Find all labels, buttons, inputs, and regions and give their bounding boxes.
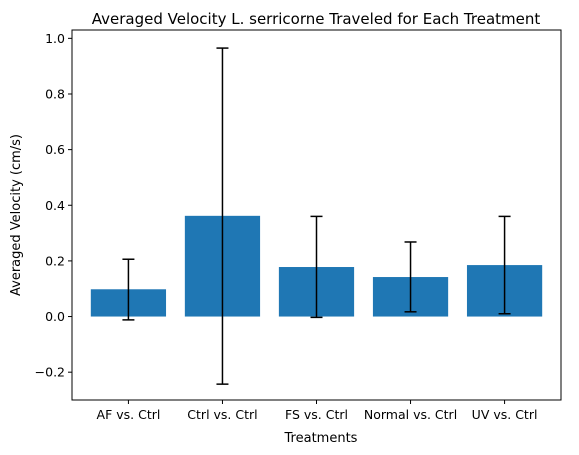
y-tick-label-6: 1.0 (45, 31, 65, 46)
y-tick-label-1: 0.0 (45, 309, 65, 324)
y-tick-label-5: 0.8 (45, 86, 65, 101)
y-tick-label-3: 0.4 (45, 198, 65, 213)
y-tick-label-0: −0.2 (35, 365, 65, 380)
plot-frame (71, 29, 562, 401)
plot-area (90, 47, 543, 385)
y-tick-label-4: 0.6 (45, 142, 65, 157)
chart-title: Averaged Velocity L. serricorne Traveled… (92, 10, 541, 28)
x-tick-label-1: Ctrl vs. Ctrl (187, 407, 257, 422)
y-axis: −0.2 0.0 0.2 0.4 0.6 0.8 1.0 (35, 31, 72, 380)
x-tick-label-4: UV vs. Ctrl (472, 407, 538, 422)
y-tick-label-2: 0.2 (45, 253, 65, 268)
x-tick-label-3: Normal vs. Ctrl (364, 407, 457, 422)
x-axis: AF vs. Ctrl Ctrl vs. Ctrl FS vs. Ctrl Norma… (97, 400, 538, 422)
x-tick-label-2: FS vs. Ctrl (285, 407, 348, 422)
y-axis-label: Averaged Velocity (cm/s) (9, 134, 24, 296)
x-axis-label: Treatments (284, 431, 358, 446)
x-tick-label-0: AF vs. Ctrl (97, 407, 161, 422)
